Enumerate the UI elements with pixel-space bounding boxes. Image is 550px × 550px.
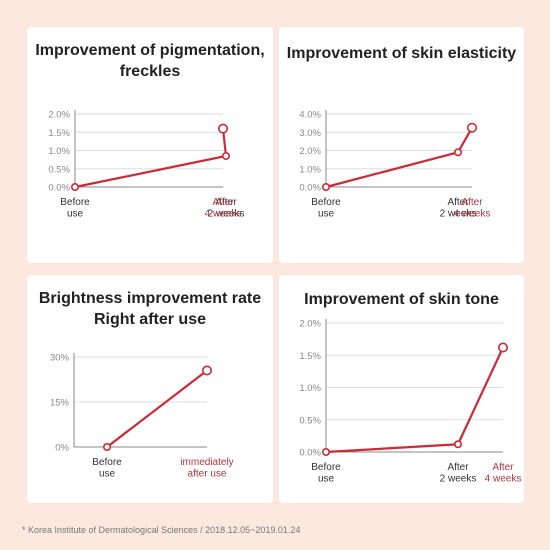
chart-card-pigmentation: Improvement of pigmentation, freckles 0.… — [27, 27, 273, 263]
x-tick-label: Before use — [311, 462, 341, 485]
y-tick-label: 15% — [50, 398, 70, 409]
y-tick-label: 0.5% — [48, 164, 70, 175]
x-tick-label: immediately after use — [180, 457, 233, 480]
x-tick-label: After 2 weeks — [440, 197, 477, 220]
y-tick-label: 30% — [50, 353, 70, 364]
chart-card-skin-tone: Improvement of skin tone 0.0% 0.5% 1.0% 1.5… — [279, 275, 524, 503]
data-point — [321, 448, 330, 457]
chart-title: Brightness improvement rate Right after … — [38, 290, 262, 328]
y-tick-label: 2.0% — [299, 319, 321, 330]
x-tick-label: After 4 weeks — [485, 462, 522, 485]
y-tick-label: 1.0% — [299, 164, 321, 175]
y-tick-label: 1.0% — [48, 146, 70, 157]
data-point — [70, 183, 79, 192]
chart-pigmentation: 0.0% 0.5% 1.0% 1.5% 2.0% Before use After 2 week… — [48, 110, 245, 220]
series-line — [325, 127, 473, 189]
data-point — [222, 151, 231, 160]
x-tick-label: Before use — [311, 197, 341, 220]
y-tick-label: 1.5% — [299, 351, 321, 362]
y-tick-label: 0% — [55, 443, 69, 454]
y-tick-label: 4.0% — [299, 110, 321, 121]
y-tick-label: 0.0% — [299, 183, 321, 194]
chart-title: Improvement of skin elasticity — [286, 45, 517, 62]
data-point — [202, 365, 213, 376]
chart-card-elasticity: Improvement of skin elasticity 0.0% 1.0% 2… — [279, 27, 524, 263]
y-tick-label: 0.5% — [299, 415, 321, 426]
x-tick-label: After 4 weeks — [454, 197, 491, 220]
footnote: * Korea Institute of Dermatological Scie… — [22, 525, 301, 535]
y-tick-label: 0.0% — [299, 448, 321, 459]
x-tick-label: After 2 weeks — [440, 462, 477, 485]
data-point — [454, 148, 463, 157]
chart-elasticity: 0.0% 1.0% 2.0% 3.0% 4.0% Before use After 2 week… — [299, 110, 491, 220]
data-point — [454, 440, 463, 449]
chart-title: Improvement of skin tone — [304, 291, 499, 308]
data-point — [321, 183, 330, 192]
series-line — [106, 369, 208, 448]
series-line — [325, 347, 504, 454]
y-tick-label: 1.5% — [48, 128, 70, 139]
chart-title: Improvement of pigmentation, freckles — [35, 42, 265, 80]
y-tick-label: 1.0% — [299, 383, 321, 394]
y-tick-label: 2.0% — [299, 146, 321, 157]
data-point — [498, 342, 509, 353]
x-tick-label: After 2 weeks — [208, 197, 245, 220]
data-point — [467, 122, 478, 133]
series-line — [74, 128, 228, 189]
y-tick-label: 2.0% — [48, 110, 70, 121]
chart-brightness: 0% 15% 30% Before use immediately after use — [50, 353, 234, 480]
x-tick-label: Before use — [92, 457, 122, 480]
chart-card-brightness: Brightness improvement rate Right after … — [27, 275, 273, 503]
x-tick-label: Before use — [60, 197, 90, 220]
x-tick-label: After 4 weeks — [205, 197, 242, 220]
chart-skin-tone: 0.0% 0.5% 1.0% 1.5% 2.0% Before use After 2 week… — [299, 319, 522, 485]
data-point — [218, 123, 229, 134]
y-tick-label: 3.0% — [299, 128, 321, 139]
data-point — [103, 443, 112, 452]
y-tick-label: 0.0% — [48, 183, 70, 194]
